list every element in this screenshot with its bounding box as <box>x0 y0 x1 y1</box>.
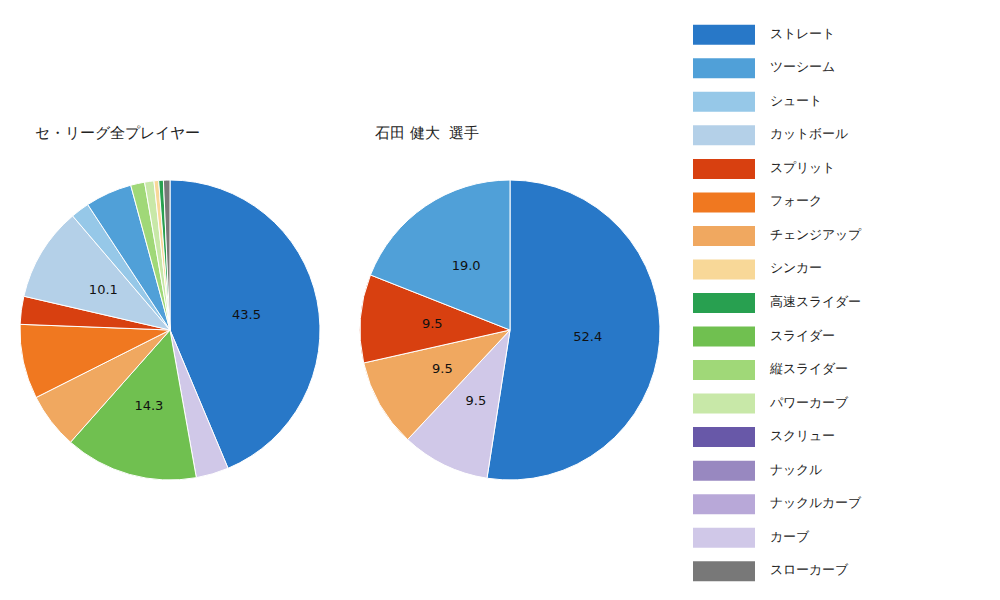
svg-text:石田 健大 選手: 石田 健大 選手 <box>375 124 479 142</box>
svg-text:高速スライダー: 高速スライダー <box>770 294 861 309</box>
svg-text:チェンジアップ: チェンジアップ <box>770 227 862 242</box>
svg-text:ツーシーム: ツーシーム <box>770 59 835 74</box>
svg-text:スローカーブ: スローカーブ <box>770 562 849 577</box>
svg-text:スライダー: スライダー <box>770 328 835 343</box>
svg-text:19.0: 19.0 <box>452 258 481 273</box>
svg-text:スプリット: スプリット <box>770 160 835 175</box>
svg-text:フォーク: フォーク <box>770 193 822 208</box>
svg-text:縦スライダー: 縦スライダー <box>769 361 848 376</box>
svg-text:ナックルカーブ: ナックルカーブ <box>770 495 862 510</box>
svg-text:セ・リーグ全プレイヤー: セ・リーグ全プレイヤー <box>35 124 200 142</box>
svg-text:14.3: 14.3 <box>134 398 163 413</box>
svg-text:9.5: 9.5 <box>466 393 487 408</box>
svg-text:カットボール: カットボール <box>770 126 848 141</box>
svg-text:9.5: 9.5 <box>432 361 453 376</box>
svg-text:シンカー: シンカー <box>770 260 822 275</box>
svg-text:ストレート: ストレート <box>770 26 835 41</box>
svg-text:スクリュー: スクリュー <box>770 428 835 443</box>
svg-text:カーブ: カーブ <box>770 529 810 544</box>
svg-text:ナックル: ナックル <box>770 462 822 477</box>
svg-text:シュート: シュート <box>770 93 822 108</box>
svg-text:10.1: 10.1 <box>89 282 118 297</box>
svg-text:9.5: 9.5 <box>422 316 443 331</box>
svg-text:43.5: 43.5 <box>232 307 261 322</box>
svg-text:パワーカーブ: パワーカーブ <box>769 395 849 410</box>
svg-text:52.4: 52.4 <box>573 329 602 344</box>
